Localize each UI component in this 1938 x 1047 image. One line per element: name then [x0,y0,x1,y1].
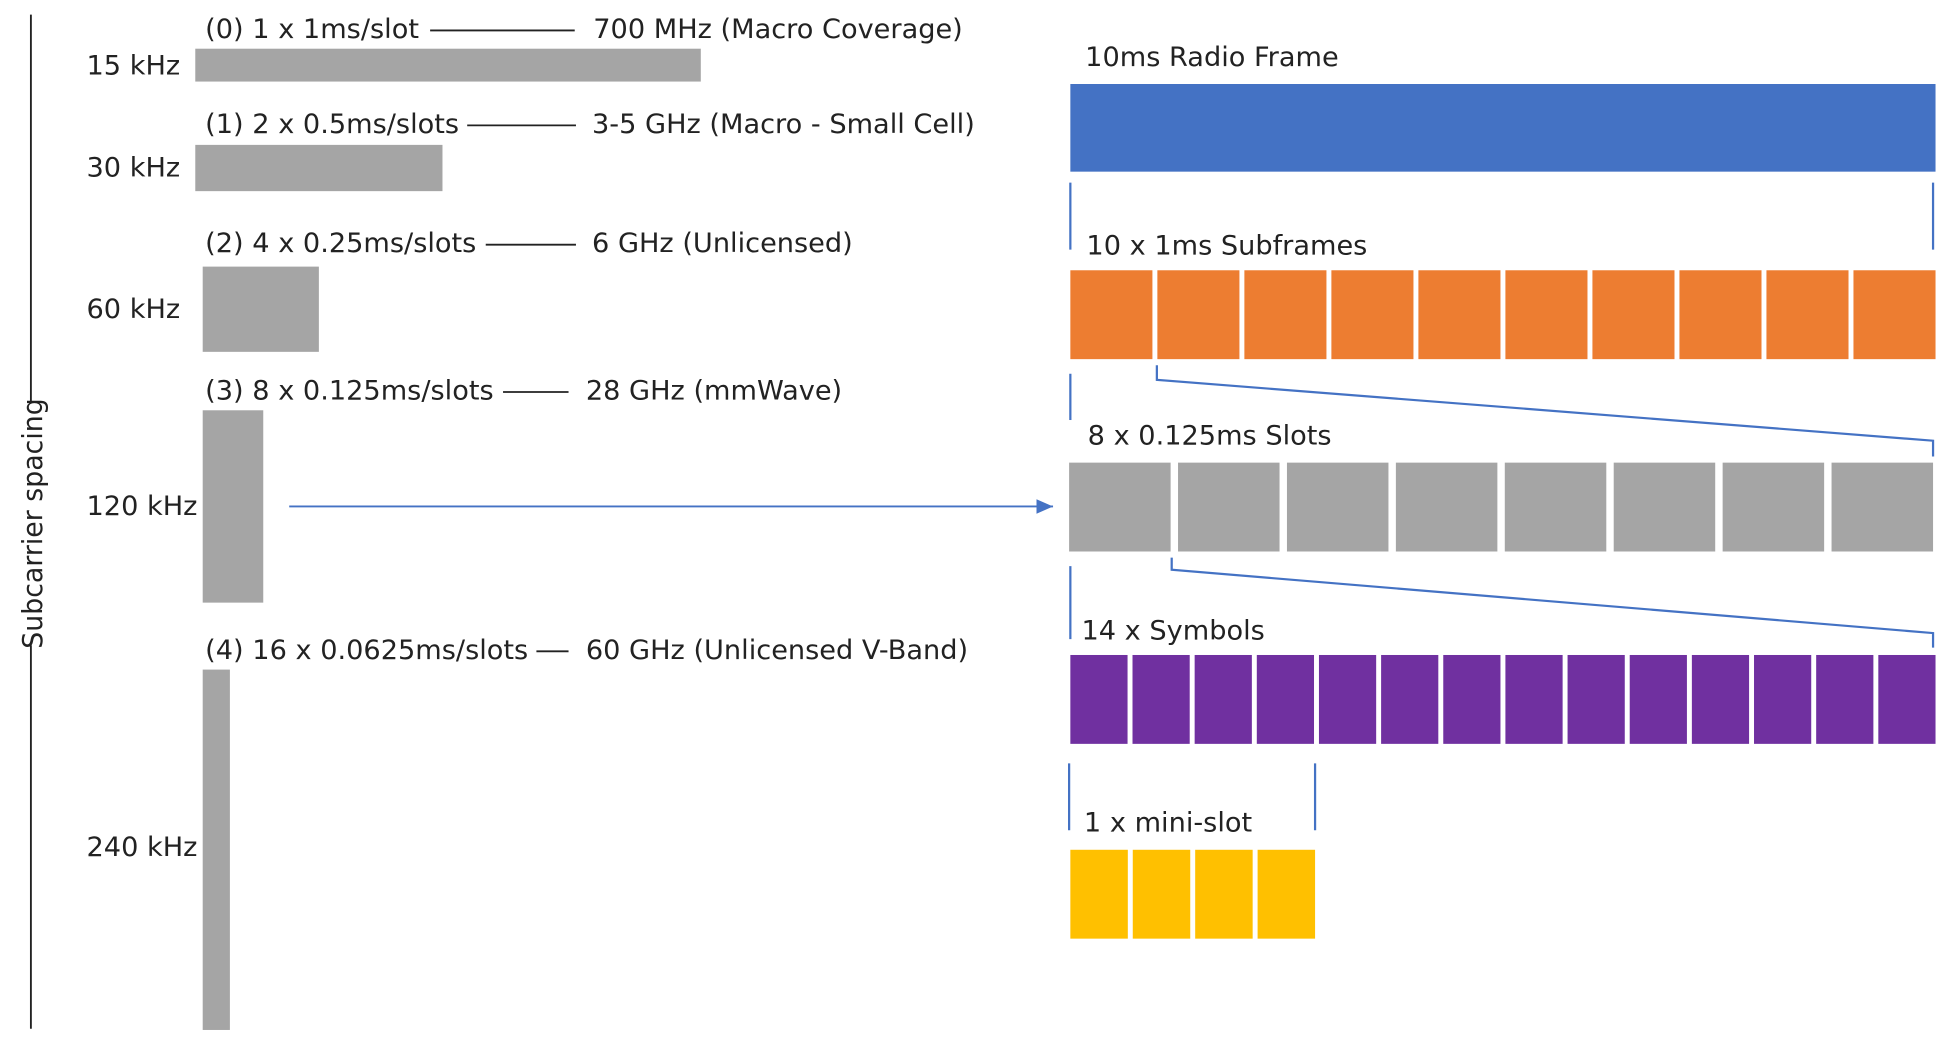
frame-block [1505,654,1563,744]
numerology-label: (3) 8 x 0.125ms/slots [205,376,493,407]
frame-block [1443,654,1501,744]
frame-block [1070,654,1128,744]
frame-block [1132,654,1190,744]
frame-label: 14 x Symbols [1081,615,1264,646]
frame-block [1070,270,1153,360]
frame-block [1331,270,1414,360]
frame-block [1816,654,1874,744]
frame-block [1691,654,1750,744]
frame-block [1679,270,1762,360]
scs-label: 240 kHz [87,832,198,863]
frame-block [1318,654,1377,744]
frame-block [1505,270,1588,360]
frame-label: 8 x 0.125ms Slots [1088,421,1332,452]
frame-block [1194,654,1252,744]
frame-block [1257,849,1316,939]
frame-label: 1 x mini-slot [1084,808,1252,839]
band-label: 6 GHz (Unlicensed) [592,228,853,259]
zoom-line [1170,557,1935,648]
frame-block [1629,654,1687,744]
frame-block [1395,462,1498,552]
frame-block [1878,654,1936,744]
numerology-label: (0) 1 x 1ms/slot [205,14,419,45]
slot-bar [202,410,264,603]
frame-block [1754,654,1812,744]
frame-label: 10 x 1ms Subframes [1086,231,1367,262]
band-label: 700 MHz (Macro Coverage) [593,14,963,45]
frame-block [1613,462,1716,552]
numerology-label: (4) 16 x 0.0625ms/slots [205,635,528,666]
numerology-label: (2) 4 x 0.25ms/slots [205,228,476,259]
frame-block [1592,270,1675,360]
scs-label: 60 kHz [87,294,181,325]
scs-label: 120 kHz [87,491,198,522]
frame-block [1504,462,1607,552]
frame-block [1766,270,1849,360]
band-label: 28 GHz (mmWave) [586,376,842,407]
frame-label: 10ms Radio Frame [1085,42,1338,73]
band-label: 3-5 GHz (Macro - Small Cell) [592,109,975,140]
frame-block [1132,849,1191,939]
slot-bar [195,144,443,192]
band-label: 60 GHz (Unlicensed V-Band) [586,635,968,666]
frame-block [1418,270,1501,360]
frame-block [1831,462,1934,552]
frame-block [1244,270,1327,360]
frame-block [1070,84,1936,172]
frame-block [1286,462,1389,552]
scs-label: 30 kHz [87,153,181,184]
axis-label-bg [17,401,50,646]
frame-block [1195,849,1253,939]
scs-label: 15 kHz [87,51,181,82]
frame-block [1567,654,1625,744]
frame-block [1157,270,1240,360]
frame-block [1722,462,1825,552]
zoom-line [1155,365,1935,457]
slot-bar [195,48,701,82]
slot-bar [202,669,230,1030]
frame-block [1069,462,1171,552]
frame-block [1256,654,1315,744]
frame-block [1070,849,1128,939]
frame-block [1381,654,1439,744]
numerology-label: (1) 2 x 0.5ms/slots [205,109,459,140]
frame-block [1853,270,1936,360]
frame-block [1178,462,1280,552]
slot-bar [202,266,319,352]
frame-structure [1068,182,1935,831]
axis-label: Subcarrier spacing [18,398,49,648]
